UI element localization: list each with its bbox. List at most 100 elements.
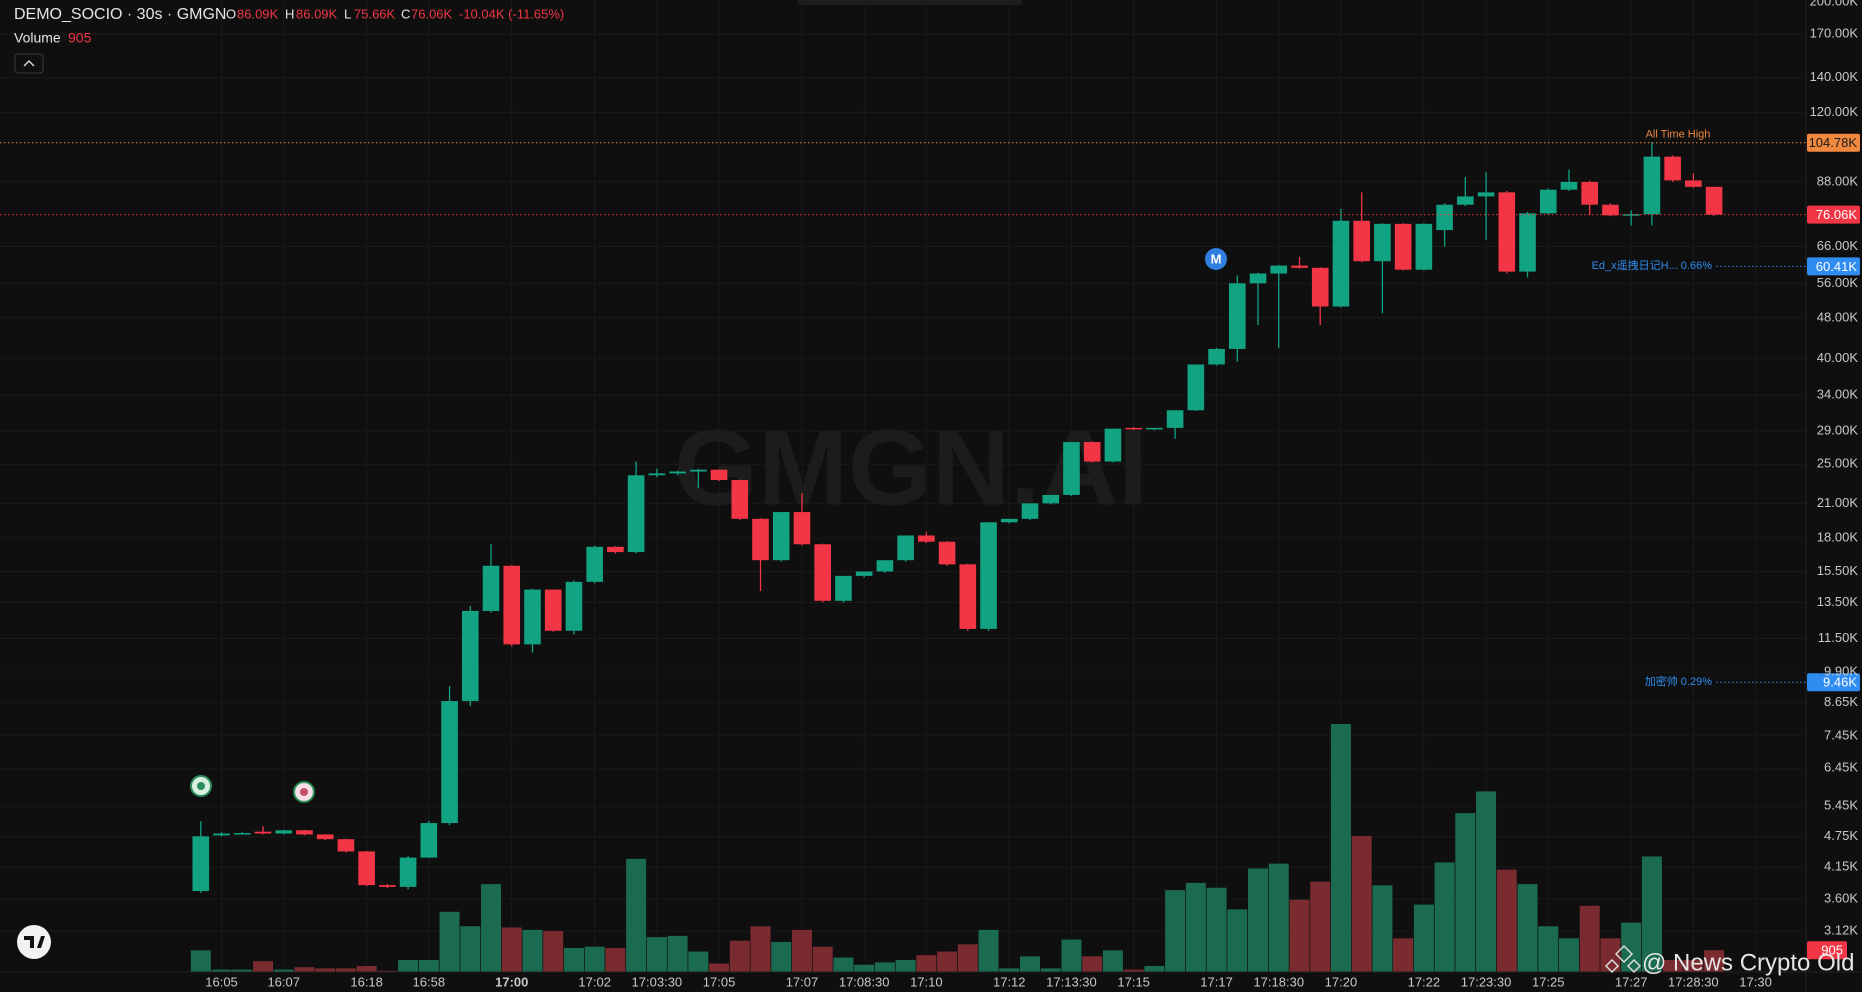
- volume-bar: [874, 962, 895, 972]
- candle-body: [1291, 265, 1308, 268]
- candle-body: [648, 473, 666, 476]
- tradingview-logo[interactable]: [17, 925, 51, 959]
- price-badge-label: 76.06K: [1816, 207, 1858, 222]
- y-tick-label: 40.00K: [1817, 350, 1859, 365]
- x-tick-label: 17:07: [786, 974, 819, 989]
- volume-bar: [895, 959, 916, 972]
- volume-bar: [335, 968, 356, 972]
- y-tick-label: 34.00K: [1817, 387, 1859, 402]
- change: -10.04K (-11.65%): [459, 6, 564, 21]
- candle-body: [1249, 273, 1267, 284]
- l-value: 75.66K: [354, 6, 396, 21]
- volume-bar: [460, 926, 481, 972]
- candle-body: [1332, 220, 1350, 307]
- price-line-label: 加密帅 0.29%: [1645, 674, 1712, 688]
- x-tick-label: 17:02: [578, 974, 611, 989]
- x-tick-label: 17:12: [993, 974, 1026, 989]
- volume-bar: [1683, 959, 1704, 972]
- candle-body: [1311, 267, 1329, 307]
- candle-body: [254, 831, 272, 834]
- trade-marker[interactable]: [293, 781, 315, 803]
- volume-badge-label: 905: [1821, 943, 1843, 958]
- candle-body: [337, 839, 355, 852]
- candle-body: [1063, 442, 1080, 495]
- volume-bar: [1227, 909, 1248, 972]
- candle-body: [461, 610, 479, 702]
- volume-bar: [957, 944, 978, 972]
- volume-bar: [605, 947, 626, 972]
- x-tick-label: 17:28:30: [1668, 974, 1719, 989]
- volume-bar: [1165, 890, 1186, 972]
- candle-body: [358, 851, 375, 886]
- collapse-button[interactable]: [14, 53, 44, 74]
- candle-body: [1643, 156, 1661, 215]
- candle-body: [1622, 214, 1640, 216]
- volume-bar: [750, 926, 771, 972]
- candle-body: [1187, 364, 1205, 411]
- candle-body: [1539, 189, 1557, 214]
- x-tick-label: 17:18:30: [1253, 974, 1304, 989]
- candle-body: [814, 544, 831, 601]
- volume-bar: [1351, 835, 1372, 972]
- volume-bar: [1248, 868, 1269, 972]
- trade-marker[interactable]: [190, 775, 212, 797]
- y-tick-label: 11.50K: [1818, 630, 1859, 645]
- candle-body: [710, 469, 728, 481]
- price-badge: [1807, 673, 1860, 692]
- volume-bar: [1704, 950, 1725, 972]
- volume-bar: [937, 951, 958, 972]
- volume-bar: [1372, 885, 1393, 972]
- volume-bar: [1413, 904, 1434, 972]
- x-tick-label: 16:07: [267, 974, 300, 989]
- candle-body: [918, 535, 935, 542]
- candle-body: [690, 469, 707, 472]
- top-tab[interactable]: [798, 0, 1022, 5]
- volume-bar: [999, 968, 1020, 972]
- y-tick-label: 8.65K: [1824, 694, 1858, 709]
- candle-body: [1685, 180, 1702, 187]
- price-badge: [1807, 133, 1860, 152]
- credit-text: @ News Crypto Old: [1642, 949, 1854, 976]
- volume-bar: [688, 951, 709, 972]
- candle-body: [420, 823, 438, 858]
- volume-bar: [1020, 956, 1040, 972]
- y-tick-label: 6.45K: [1824, 760, 1858, 775]
- y-tick-label: 5.45K: [1824, 797, 1858, 812]
- candle-body: [1394, 223, 1412, 270]
- y-tick-label: 29.00K: [1817, 422, 1859, 437]
- volume-bar: [1641, 856, 1662, 972]
- candle-body: [1436, 204, 1453, 231]
- x-tick-label: 17:27: [1615, 974, 1648, 989]
- volume-bar: [1476, 791, 1497, 972]
- candle-body: [1166, 410, 1184, 428]
- candle-body: [1104, 428, 1122, 462]
- volume-bar: [854, 964, 875, 972]
- l-label: L: [344, 6, 351, 21]
- y-tick-label: 4.15K: [1824, 859, 1858, 874]
- y-tick-label: 48.00K: [1817, 309, 1859, 324]
- volume-bar: [1144, 965, 1165, 972]
- x-tick-label: 16:58: [413, 974, 446, 989]
- marker-m[interactable]: M: [1205, 248, 1227, 270]
- volume-bar: [709, 963, 730, 972]
- candle-body: [399, 857, 417, 887]
- candle-body: [1125, 427, 1142, 430]
- candle-body: [793, 512, 811, 545]
- price-badge-label: 9.46K: [1823, 675, 1857, 690]
- volume-bar: [501, 927, 522, 972]
- x-tick-label: 17:22: [1408, 974, 1441, 989]
- volume-bar: [584, 946, 605, 972]
- volume-bar: [418, 959, 439, 972]
- candle-body: [296, 830, 313, 835]
- volume-bar: [356, 965, 377, 972]
- price-badge: [1807, 257, 1860, 276]
- volume-bar: [1455, 813, 1476, 972]
- volume-value: 905: [68, 30, 92, 46]
- volume-bar: [1102, 950, 1123, 972]
- volume-bar: [273, 969, 294, 972]
- candle-body: [1602, 204, 1619, 216]
- x-tick-label: 17:03:30: [632, 974, 683, 989]
